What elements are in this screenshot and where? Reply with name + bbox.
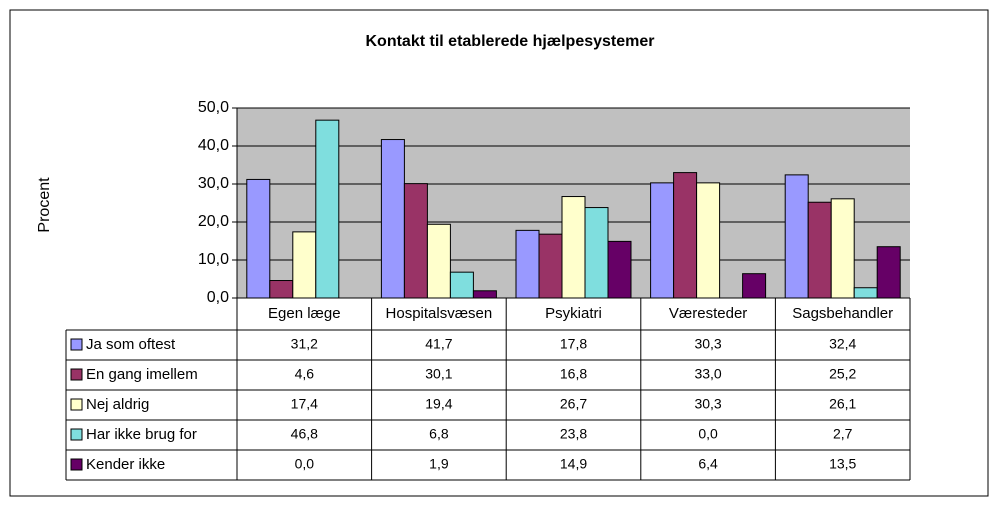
- bar: [292, 231, 317, 299]
- table-cell: 6,8: [429, 426, 449, 442]
- bar: [315, 119, 340, 299]
- table-cell: 19,4: [425, 396, 452, 412]
- x-tick-label: Sagsbehandler: [792, 305, 893, 322]
- table-cell: 30,1: [425, 366, 452, 382]
- bar: [269, 280, 294, 299]
- table-cell: 1,9: [429, 456, 449, 472]
- bar: [853, 287, 878, 299]
- legend-label: Nej aldrig: [86, 396, 149, 413]
- table-cell: 0,0: [698, 426, 718, 442]
- x-tick-label: Egen læge: [268, 305, 341, 322]
- table-cell: 6,4: [698, 456, 718, 472]
- y-tick-label: 10,0: [198, 251, 229, 268]
- bar: [403, 183, 428, 299]
- legend-key: [70, 338, 83, 351]
- bar: [538, 233, 563, 299]
- y-tick-label: 0,0: [207, 289, 229, 306]
- y-tick-label: 30,0: [198, 175, 229, 192]
- bar: [650, 182, 675, 299]
- table-cell: 4,6: [295, 366, 315, 382]
- bar: [561, 196, 586, 299]
- bar: [426, 223, 451, 299]
- legend-key: [70, 398, 83, 411]
- legend-label: Kender ikke: [86, 456, 165, 473]
- bar: [246, 178, 271, 299]
- table-cell: 26,7: [560, 396, 587, 412]
- legend-label: Har ikke brug for: [86, 426, 197, 443]
- bar: [696, 182, 721, 299]
- bar: [472, 290, 497, 299]
- bar: [449, 271, 474, 299]
- bar: [607, 240, 632, 299]
- legend-key: [70, 458, 83, 471]
- legend-key: [70, 428, 83, 441]
- bar: [876, 246, 901, 299]
- bar: [584, 207, 609, 299]
- table-cell: 13,5: [829, 456, 856, 472]
- legend-label: Ja som oftest: [86, 336, 176, 353]
- bar: [807, 201, 832, 299]
- bar: [380, 139, 405, 299]
- bar: [830, 198, 855, 299]
- legend-key: [70, 368, 83, 381]
- table-cell: 17,8: [560, 336, 587, 352]
- table-cell: 30,3: [694, 396, 721, 412]
- table-cell: 26,1: [829, 396, 856, 412]
- x-tick-label: Væresteder: [669, 305, 747, 322]
- chart-title: Kontakt til etablerede hjælpesystemer: [366, 33, 655, 50]
- table-cell: 31,2: [291, 336, 318, 352]
- bar: [515, 229, 540, 299]
- y-tick-label: 40,0: [198, 137, 229, 154]
- bar: [673, 172, 698, 299]
- table-cell: 25,2: [829, 366, 856, 382]
- legend-label: En gang imellem: [86, 366, 198, 383]
- table-cell: 41,7: [425, 336, 452, 352]
- table-cell: 14,9: [560, 456, 587, 472]
- table-cell: 32,4: [829, 336, 856, 352]
- y-tick-label: 20,0: [198, 213, 229, 230]
- table-cell: 30,3: [694, 336, 721, 352]
- table-cell: 17,4: [291, 396, 318, 412]
- y-tick-label: 50,0: [198, 99, 229, 116]
- table-cell: 46,8: [291, 426, 318, 442]
- bar: [784, 174, 809, 299]
- y-axis-label: Procent: [36, 177, 53, 233]
- table-cell: 33,0: [694, 366, 721, 382]
- table-cell: 2,7: [833, 426, 853, 442]
- x-tick-label: Hospitalsvæsen: [386, 305, 493, 322]
- table-cell: 0,0: [295, 456, 315, 472]
- table-cell: 16,8: [560, 366, 587, 382]
- x-tick-label: Psykiatri: [545, 305, 602, 322]
- bar: [742, 273, 767, 299]
- table-cell: 23,8: [560, 426, 587, 442]
